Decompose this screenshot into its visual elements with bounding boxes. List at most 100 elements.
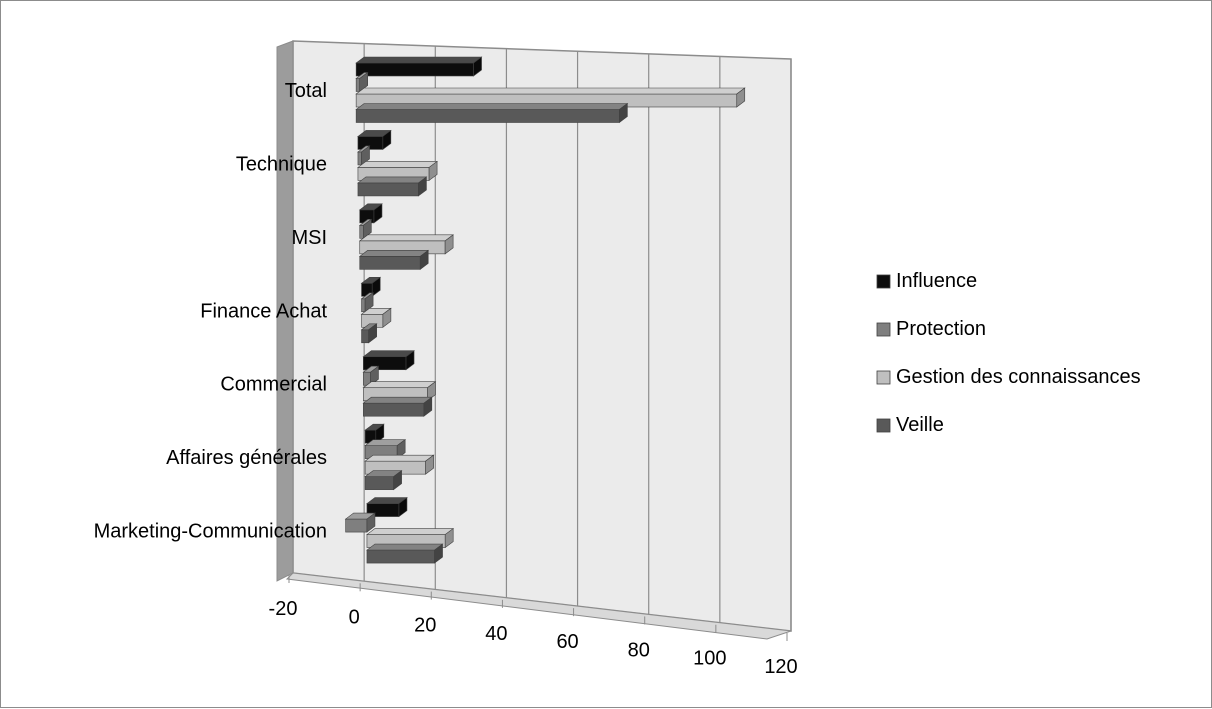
legend-label: Influence bbox=[896, 270, 977, 292]
bar bbox=[364, 423, 385, 444]
bar-front bbox=[363, 402, 425, 417]
bar bbox=[362, 396, 433, 417]
bar-front bbox=[357, 136, 384, 150]
bar bbox=[355, 56, 483, 77]
bar bbox=[355, 71, 369, 93]
bar bbox=[360, 276, 382, 297]
legend-item: Gestion des connaissances bbox=[876, 366, 1141, 388]
bar-end bbox=[382, 307, 392, 328]
bar-end bbox=[444, 527, 454, 549]
bar-front bbox=[345, 518, 368, 533]
category-label: Technique bbox=[236, 153, 327, 175]
bar-front bbox=[361, 298, 366, 313]
legend-item: Influence bbox=[876, 270, 977, 292]
bar-end bbox=[619, 102, 628, 124]
bar-end bbox=[361, 145, 370, 166]
x-tick-label: 100 bbox=[693, 648, 726, 670]
bar-top bbox=[366, 543, 444, 551]
bar-end bbox=[359, 71, 369, 93]
x-tick-label: 80 bbox=[628, 639, 650, 661]
bar-end bbox=[393, 470, 402, 491]
bar bbox=[344, 512, 376, 533]
category-label: Affaires générales bbox=[166, 447, 327, 469]
legend: Influence Protection Gestion des connaissa… bbox=[876, 270, 1141, 436]
bar-end bbox=[368, 323, 377, 344]
bar-front bbox=[361, 329, 369, 344]
bar-front bbox=[357, 182, 419, 197]
x-tick-label: 20 bbox=[414, 615, 436, 637]
bar-top bbox=[355, 56, 483, 64]
x-tick-label: 120 bbox=[764, 656, 797, 678]
bar-top bbox=[358, 234, 455, 242]
bar-end bbox=[428, 160, 438, 182]
bar-top bbox=[366, 528, 455, 535]
category-label: Total bbox=[285, 80, 327, 102]
bar-top bbox=[357, 161, 438, 168]
legend-label: Gestion des connaissances bbox=[896, 366, 1141, 388]
bar-end bbox=[371, 276, 381, 297]
bar-front bbox=[355, 62, 474, 77]
bar-end bbox=[444, 234, 454, 255]
legend-swatch bbox=[876, 370, 891, 385]
bar-front bbox=[364, 476, 394, 490]
x-tick-labels: -20 0 20 40 60 80 100 120 bbox=[269, 598, 798, 678]
bar-end bbox=[434, 543, 443, 564]
bar-top bbox=[364, 454, 435, 462]
x-tick-label: 0 bbox=[349, 606, 360, 628]
legend-item: Veille bbox=[876, 414, 944, 436]
category-label: Finance Achat bbox=[200, 300, 327, 322]
category-labels: Total Technique MSI Finance Achat Commercial… bbox=[94, 80, 328, 543]
bar-top bbox=[355, 87, 746, 95]
x-tick-label: 60 bbox=[556, 631, 578, 653]
bar-end bbox=[405, 350, 415, 371]
bar-end bbox=[423, 396, 433, 417]
bar-end bbox=[382, 129, 392, 151]
bar-front bbox=[355, 109, 620, 123]
bar-end bbox=[736, 87, 746, 108]
legend-label: Veille bbox=[896, 414, 944, 436]
bar-end bbox=[375, 423, 385, 444]
bar-end bbox=[427, 381, 436, 402]
category-label: Marketing-Communication bbox=[94, 521, 327, 543]
bar bbox=[358, 218, 373, 239]
bar-end bbox=[364, 292, 374, 313]
bar-end bbox=[370, 365, 379, 386]
category-label: MSI bbox=[291, 227, 327, 249]
bar-front bbox=[359, 256, 421, 270]
bar-top bbox=[357, 176, 428, 184]
bar bbox=[357, 145, 371, 166]
bar-end bbox=[373, 203, 383, 224]
bar bbox=[357, 129, 392, 151]
bar-end bbox=[418, 176, 427, 197]
bar bbox=[360, 292, 375, 313]
bar-end bbox=[425, 454, 434, 475]
bar bbox=[355, 102, 629, 124]
bar-top bbox=[362, 350, 415, 358]
bar bbox=[362, 365, 380, 386]
bar-end bbox=[396, 439, 406, 460]
bar-front bbox=[366, 549, 435, 564]
category-label: Commercial bbox=[220, 374, 327, 396]
bar-top bbox=[355, 103, 629, 110]
bar-end bbox=[362, 218, 372, 239]
bar bbox=[360, 323, 378, 344]
legend-label: Protection bbox=[896, 318, 986, 340]
bar bbox=[366, 543, 444, 564]
legend-swatch bbox=[876, 418, 891, 433]
bar bbox=[357, 176, 428, 197]
bar-end bbox=[473, 56, 482, 77]
bar-front bbox=[359, 225, 364, 239]
legend-item: Protection bbox=[876, 318, 986, 340]
bar-top bbox=[362, 381, 437, 389]
bar-front bbox=[357, 151, 362, 166]
bars bbox=[344, 56, 746, 564]
x-tick-label: 40 bbox=[485, 623, 507, 645]
gridlines bbox=[288, 41, 792, 641]
bar-end bbox=[366, 512, 376, 533]
bar-end bbox=[419, 249, 429, 270]
bar-end bbox=[398, 496, 408, 518]
bar bbox=[358, 249, 430, 270]
bar-front bbox=[355, 78, 360, 92]
